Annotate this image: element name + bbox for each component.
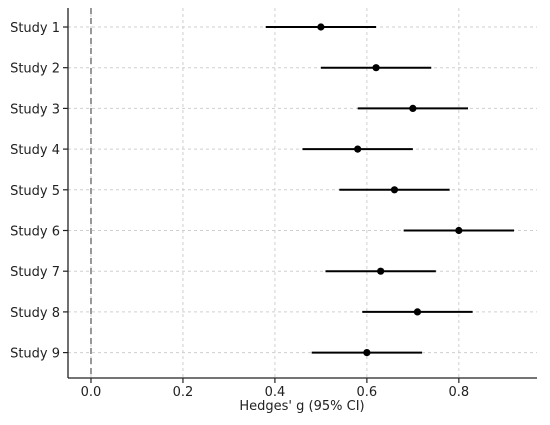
- effect-estimate-point: [363, 349, 371, 357]
- effect-estimate-point: [455, 226, 463, 235]
- study-label: Study 5: [10, 184, 60, 199]
- effect-estimate-point: [317, 23, 325, 31]
- x-tick-label: 0.4: [265, 385, 286, 400]
- study-label: Study 3: [10, 102, 60, 117]
- grid-layer: [68, 8, 537, 378]
- study-label: Study 6: [10, 225, 60, 240]
- study-label: Study 7: [10, 265, 60, 280]
- effect-estimate-point: [377, 267, 385, 275]
- effect-estimate-point: [409, 104, 417, 112]
- x-tick-label: 0.0: [81, 385, 102, 400]
- study-label: Study 9: [10, 347, 60, 362]
- axis-layer: [63, 8, 537, 383]
- study-label: Study 2: [10, 62, 60, 77]
- study-label: Study 1: [10, 21, 60, 36]
- x-tick-label: 0.2: [173, 385, 194, 400]
- x-tick-label: 0.8: [448, 385, 469, 400]
- x-tick-label: 0.6: [357, 385, 378, 400]
- effect-estimate-point: [413, 308, 422, 316]
- effect-estimate-point: [354, 145, 362, 153]
- data-layer: [265, 23, 515, 357]
- study-label: Study 4: [10, 143, 60, 158]
- effect-estimate-point: [372, 64, 380, 72]
- effect-estimate-point: [390, 186, 399, 194]
- x-axis-label: Hedges' g (95% CI): [239, 399, 364, 414]
- study-label: Study 8: [10, 306, 60, 321]
- label-layer: 0.0 0.2 0.4 0.6 0.8 Study 1 Study 2 Study 3 Stud…: [10, 21, 469, 400]
